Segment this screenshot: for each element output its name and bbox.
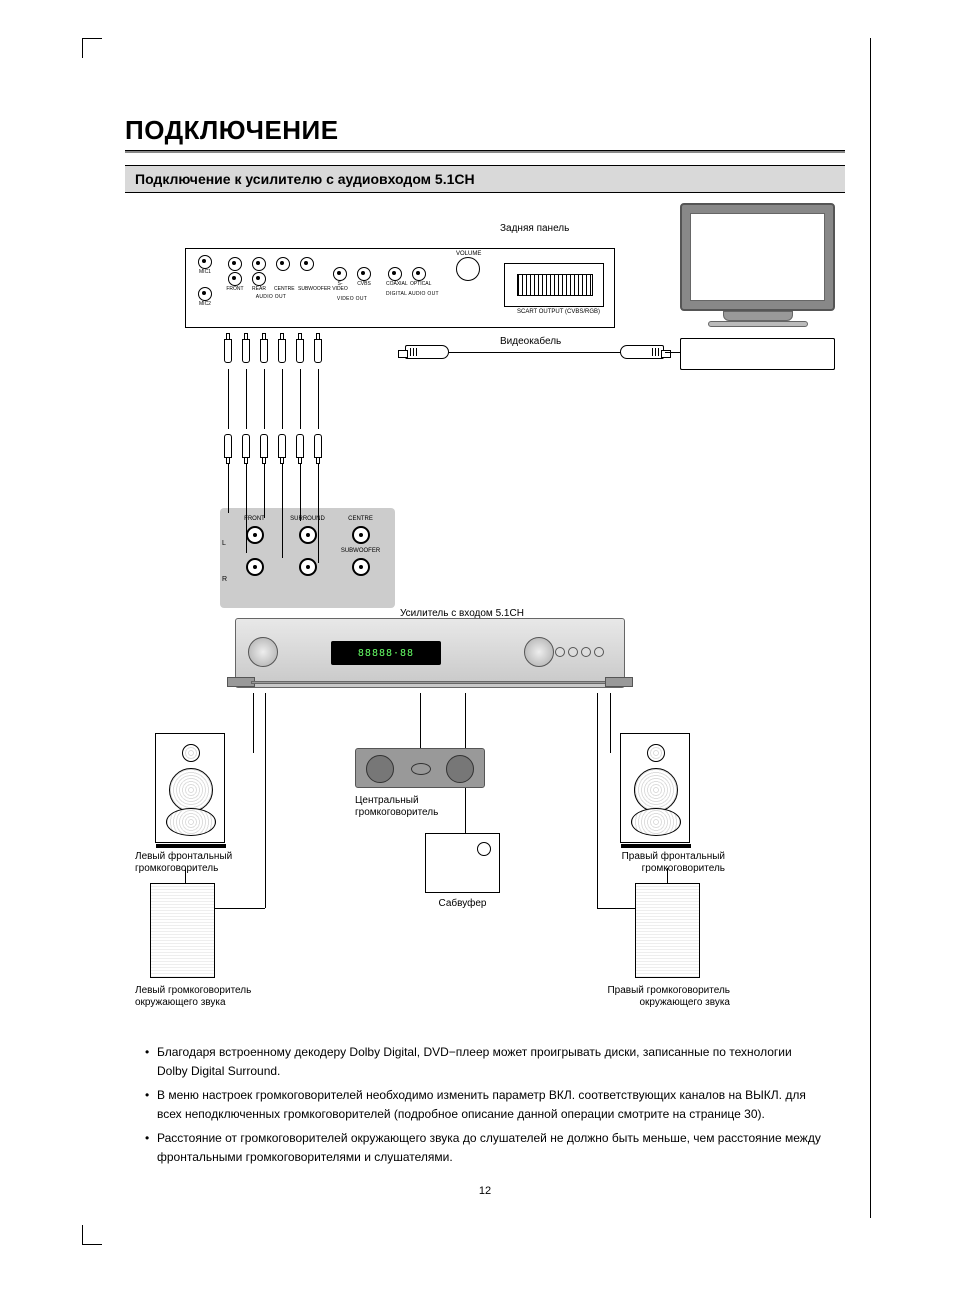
bracket xyxy=(227,677,633,697)
rule xyxy=(125,150,845,153)
list-item: Расстояние от громкоговорителей окружающ… xyxy=(145,1129,825,1166)
connection-diagram: Задняя панель Video In MIC1 MIC2 FRONT R… xyxy=(125,203,845,1003)
digital-out-group: COAXIAL OPTICAL DIGITAL AUDIO OUT xyxy=(386,267,439,297)
front-left-speaker-icon xyxy=(155,733,225,843)
notes-list: Благодаря встроенному декодеру Dolby Dig… xyxy=(125,1043,845,1167)
surr-right-label: Правый громкоговоритель окружающего звук… xyxy=(580,985,730,1009)
tv-icon xyxy=(680,203,835,338)
rear-panel-label: Задняя панель xyxy=(500,223,569,235)
cable-plug-icon xyxy=(405,345,449,359)
surround-right-icon xyxy=(635,883,700,978)
front-right-speaker-icon xyxy=(620,733,690,843)
page-content: ПОДКЛЮЧЕНИЕ Подключение к усилителю с ау… xyxy=(125,115,845,1197)
page-title: ПОДКЛЮЧЕНИЕ xyxy=(125,115,845,146)
subwoofer-icon xyxy=(425,833,500,893)
rear-panel: MIC1 MIC2 FRONT REAR CENTRE SUBWOOFER AU… xyxy=(185,248,615,328)
list-item: Благодаря встроенному декодеру Dolby Dig… xyxy=(145,1043,825,1080)
list-item: В меню настроек громкоговорителей необхо… xyxy=(145,1086,825,1123)
rca-bottom-set xyxy=(223,428,323,464)
crop-mark xyxy=(82,38,102,58)
center-label: Центральный громкоговоритель xyxy=(355,795,485,819)
page-number: 12 xyxy=(125,1185,845,1197)
section-title: Подключение к усилителю с аудиовходом 5.… xyxy=(125,165,845,193)
rca-top-set xyxy=(223,333,323,369)
front-right-label: Правый фронтальный громкоговоритель xyxy=(595,851,725,875)
audio-out-group: FRONT REAR CENTRE SUBWOOFER AUDIO OUT xyxy=(226,257,316,300)
video-out-group: S-VIDEO CVBS VIDEO OUT xyxy=(331,267,373,302)
video-cable-label: Видеокабель xyxy=(500,336,561,348)
cable-plug-icon xyxy=(620,345,664,359)
mic-ports: MIC1 xyxy=(196,255,214,275)
front-left-label: Левый фронтальный громкоговоритель xyxy=(135,851,255,875)
center-speaker-icon xyxy=(355,748,485,788)
volume-knob xyxy=(456,257,480,281)
sub-label: Сабвуфер xyxy=(425,898,500,910)
surr-left-label: Левый громкоговоритель окружающего звука xyxy=(135,985,275,1009)
scart-port xyxy=(504,263,604,307)
crop-mark xyxy=(82,1225,102,1245)
crop-mark xyxy=(870,38,871,1218)
surround-left-icon xyxy=(150,883,215,978)
